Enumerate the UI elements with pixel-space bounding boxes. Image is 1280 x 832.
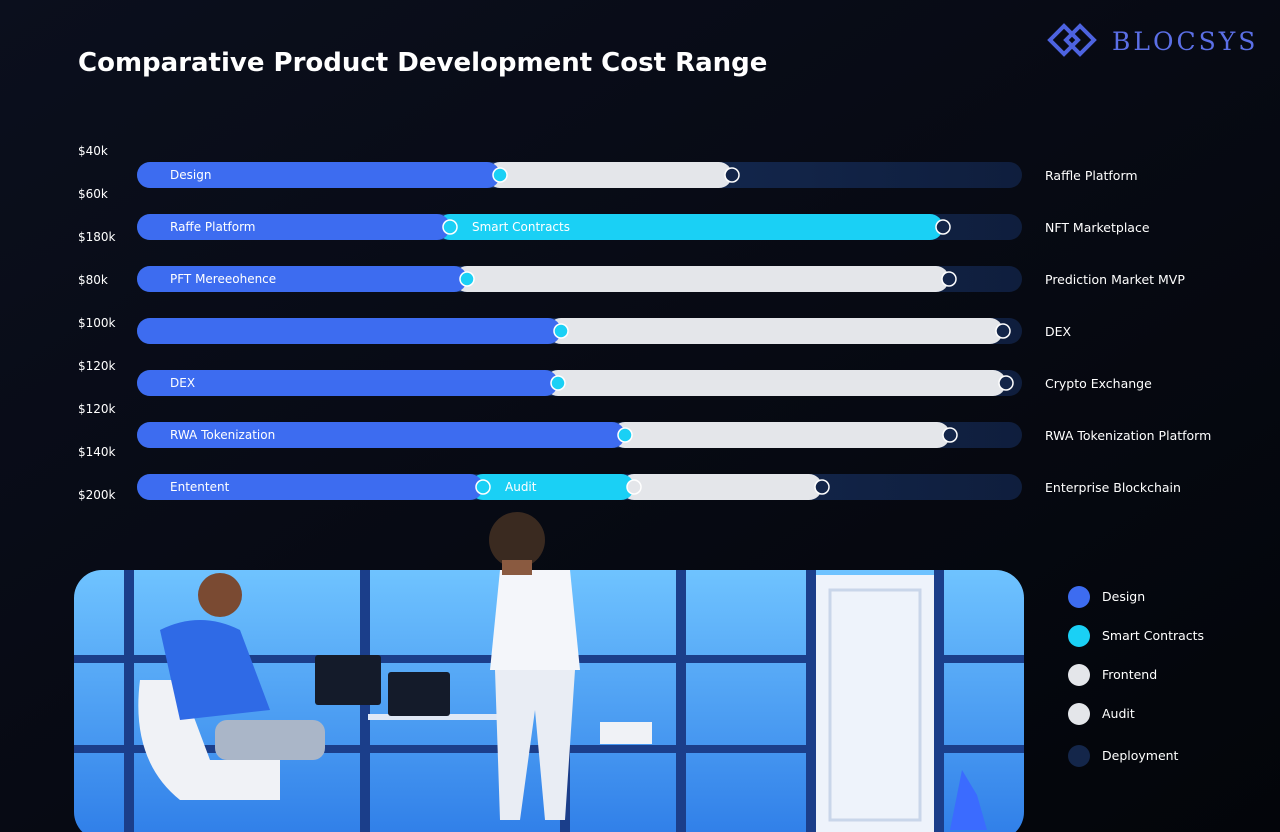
legend-swatch — [1068, 745, 1090, 767]
bar-dot — [814, 479, 830, 495]
bar-segment — [137, 214, 450, 240]
bar-dot — [553, 323, 569, 339]
bar-segment — [621, 474, 822, 500]
bar-segment — [545, 370, 1006, 396]
legend-label: Audit — [1102, 706, 1135, 721]
bar-segment — [437, 214, 943, 240]
axis-label: $100k — [78, 316, 116, 330]
bar-segment — [137, 318, 561, 344]
axis-label: $40k — [78, 144, 108, 158]
bar-dot — [617, 427, 633, 443]
person-head — [489, 512, 545, 575]
bar-label: Design — [170, 168, 211, 182]
legend: Design Smart Contracts Frontend Audit Deploy… — [1068, 586, 1204, 767]
row-label: NFT Marketplace — [1045, 220, 1150, 235]
bar-dot — [475, 479, 491, 495]
row-label: DEX — [1045, 324, 1072, 339]
bar-segment — [137, 266, 467, 292]
bar-label: RWA Tokenization — [170, 428, 275, 442]
bar-segment — [137, 422, 625, 448]
bar-label: PFT Mereeohence — [170, 272, 276, 286]
bar-dot — [942, 427, 958, 443]
axis-label: $80k — [78, 273, 108, 287]
bar-label: Smart Contracts — [472, 220, 570, 234]
bar-segment — [470, 474, 634, 500]
row-label: Prediction Market MVP — [1045, 272, 1185, 287]
bar-dot — [442, 219, 458, 235]
legend-swatch — [1068, 664, 1090, 686]
axis-label: $120k — [78, 402, 116, 416]
bars: Design Raffle Platform Raffe Platform Smart… — [137, 162, 1211, 500]
legend-label: Deployment — [1102, 748, 1179, 763]
axis-labels: $40k $60k $180k $80k $100k $120k $120k $140k $20… — [78, 144, 116, 502]
bar-dot — [995, 323, 1011, 339]
bar-segment — [612, 422, 950, 448]
bar-label: Raffe Platform — [170, 220, 256, 234]
bar-label: Ententent — [170, 480, 230, 494]
bar-dot — [550, 375, 566, 391]
bar-segment — [454, 266, 949, 292]
axis-label: $200k — [78, 488, 116, 502]
row-label: RWA Tokenization Platform — [1045, 428, 1211, 443]
legend-label: Smart Contracts — [1102, 628, 1204, 643]
legend-swatch — [1068, 625, 1090, 647]
legend-label: Frontend — [1102, 667, 1157, 682]
bar-dot — [724, 167, 740, 183]
bar-dot — [935, 219, 951, 235]
logo-text: BLOCSYS — [1112, 27, 1258, 56]
axis-label: $180k — [78, 230, 116, 244]
bar-label: DEX — [170, 376, 195, 390]
bar-segment — [548, 318, 1003, 344]
bar-label: Audit — [505, 480, 537, 494]
legend-label: Design — [1102, 589, 1145, 604]
axis-label: $140k — [78, 445, 116, 459]
bar-segment — [137, 474, 483, 500]
axis-label: $60k — [78, 187, 108, 201]
legend-swatch — [1068, 586, 1090, 608]
illustration — [74, 570, 1024, 832]
axis-label: $120k — [78, 359, 116, 373]
bar-segment — [487, 162, 732, 188]
row-label: Crypto Exchange — [1045, 376, 1152, 391]
row-label: Enterprise Blockchain — [1045, 480, 1181, 495]
bar-dot — [492, 167, 508, 183]
bar-dot — [626, 479, 642, 495]
bar-segment — [137, 162, 500, 188]
bar-dot — [998, 375, 1014, 391]
bar-dot — [941, 271, 957, 287]
bar-dot — [459, 271, 475, 287]
legend-swatch — [1068, 703, 1090, 725]
logo: BLOCSYS — [1047, 23, 1258, 57]
bar-segment — [137, 370, 558, 396]
row-label: Raffle Platform — [1045, 168, 1138, 183]
title: Comparative Product Development Cost Ran… — [78, 48, 767, 78]
